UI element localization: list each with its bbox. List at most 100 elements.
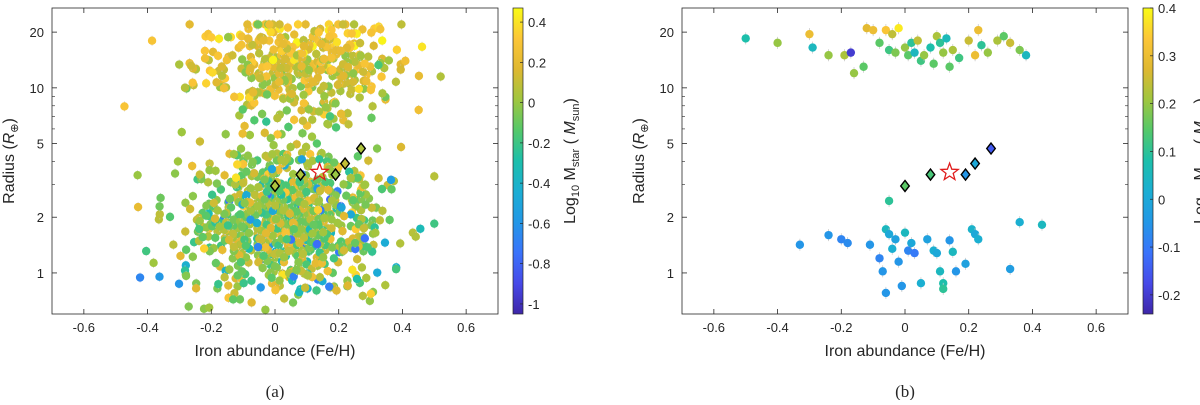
diamond-marker — [330, 167, 341, 182]
data-point — [267, 273, 276, 282]
data-point — [256, 235, 266, 244]
data-point — [269, 62, 278, 72]
data-point — [859, 62, 868, 71]
data-point — [903, 51, 913, 60]
data-point — [350, 238, 360, 248]
data-point — [351, 244, 360, 254]
data-point — [378, 89, 387, 98]
diamond-marker — [960, 167, 971, 182]
y-tick-label: 1 — [37, 266, 44, 281]
data-point — [275, 77, 284, 86]
data-point — [288, 169, 298, 179]
data-point — [170, 169, 180, 178]
data-point — [298, 116, 308, 126]
data-point — [238, 105, 247, 114]
colorbar-tick-label: 0 — [528, 96, 535, 111]
data-point — [1015, 217, 1024, 227]
data-point — [323, 203, 332, 212]
data-point — [993, 36, 1002, 45]
data-point — [367, 113, 376, 123]
data-point — [307, 115, 317, 124]
data-point — [926, 43, 935, 52]
data-point — [913, 36, 922, 45]
data-point — [395, 239, 405, 248]
diamond-marker — [969, 156, 981, 171]
data-point — [396, 142, 406, 152]
data-point — [377, 184, 387, 194]
data-point — [773, 38, 782, 48]
data-point — [133, 170, 142, 180]
y-tick-label: 10 — [30, 81, 44, 96]
data-point — [173, 157, 183, 166]
data-point — [862, 24, 871, 33]
data-point — [983, 48, 993, 57]
data-point — [218, 245, 227, 255]
data-point — [365, 296, 375, 306]
data-point — [366, 85, 376, 95]
data-point — [276, 33, 285, 42]
data-point — [319, 54, 329, 64]
data-point — [942, 34, 951, 43]
data-point — [266, 27, 275, 37]
data-point — [175, 60, 184, 69]
data-point — [327, 196, 337, 205]
data-point — [248, 157, 257, 166]
colorbar-tick-label: -1 — [528, 297, 540, 312]
star-marker — [309, 161, 330, 182]
colorbar — [512, 7, 524, 315]
data-point — [325, 32, 334, 41]
data-point — [169, 240, 178, 249]
data-point — [324, 185, 333, 195]
data-point — [1005, 264, 1015, 274]
y-tick-label: 5 — [667, 137, 674, 152]
data-point — [907, 238, 916, 248]
data-point — [265, 20, 274, 29]
data-point — [391, 264, 401, 274]
y-axis-label: Radius (R⊕) — [1, 118, 21, 204]
data-point — [356, 51, 365, 60]
data-point — [368, 102, 377, 111]
data-point — [875, 38, 884, 48]
data-point — [868, 25, 878, 35]
y-tick-label: 10 — [660, 81, 674, 96]
data-point — [255, 74, 265, 83]
data-point — [238, 129, 247, 138]
data-point — [254, 182, 263, 192]
data-point — [210, 214, 220, 223]
data-point — [332, 286, 341, 295]
data-point — [289, 272, 298, 281]
data-point — [270, 91, 279, 100]
data-point — [211, 166, 220, 175]
data-point — [900, 228, 910, 237]
data-point — [320, 234, 329, 243]
data-point — [224, 235, 234, 245]
data-point — [338, 226, 347, 236]
data-point — [229, 242, 239, 252]
data-point — [314, 197, 323, 206]
data-point — [295, 238, 304, 248]
data-point — [268, 55, 278, 65]
data-point — [808, 43, 817, 52]
data-point — [353, 173, 362, 182]
colorbar-tick-label: -0.4 — [528, 176, 550, 191]
data-point — [964, 36, 973, 45]
data-point — [380, 238, 390, 247]
data-point — [266, 223, 275, 233]
data-point — [897, 281, 907, 291]
data-point — [185, 20, 194, 29]
colorbar-tick-label: -0.8 — [528, 257, 550, 272]
data-point — [289, 115, 299, 125]
data-point — [287, 89, 297, 99]
data-point — [939, 284, 948, 294]
data-point — [240, 121, 249, 131]
data-point — [1015, 45, 1024, 55]
panel-caption: (b) — [895, 382, 915, 400]
data-point — [214, 34, 224, 43]
y-axis-label: Radius (R⊕) — [631, 118, 651, 204]
data-point — [891, 48, 900, 57]
data-point — [228, 254, 237, 263]
colorbar-tick-label: 0.3 — [1158, 49, 1176, 64]
data-point — [384, 56, 394, 65]
y-axis: 1 2 5 10 20 — [30, 25, 498, 281]
